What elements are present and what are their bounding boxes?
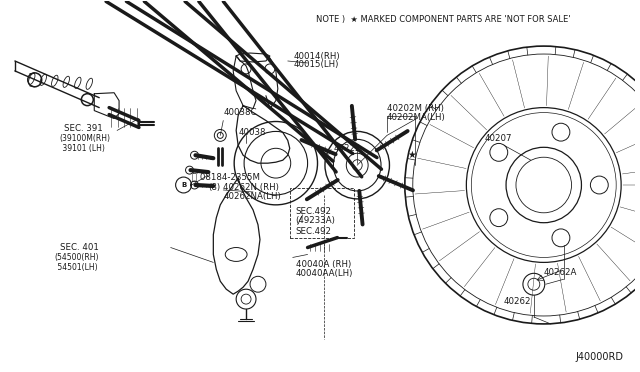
Text: 40262: 40262 (503, 296, 531, 306)
Text: 40038: 40038 (238, 128, 266, 137)
Text: (54500(RH): (54500(RH) (54, 253, 99, 262)
Text: 40040AA(LH): 40040AA(LH) (296, 269, 353, 278)
Bar (290, 188, 354, 238)
Text: 40015(LH): 40015(LH) (294, 60, 339, 70)
Text: NOTE )  ★ MARKED COMPONENT PARTS ARE 'NOT FOR SALE': NOTE ) ★ MARKED COMPONENT PARTS ARE 'NOT… (316, 15, 570, 24)
Text: 39101 (LH): 39101 (LH) (60, 144, 104, 153)
Text: 40207: 40207 (484, 134, 512, 143)
Text: 40014(RH): 40014(RH) (294, 51, 340, 61)
Text: 40038C: 40038C (223, 108, 257, 117)
Text: 40262N (RH): 40262N (RH) (223, 183, 279, 192)
Text: 40222: 40222 (333, 144, 361, 153)
Text: 54501(LH): 54501(LH) (54, 263, 97, 272)
Text: 40262NA(LH): 40262NA(LH) (223, 192, 281, 201)
Text: SEC. 391: SEC. 391 (65, 124, 103, 133)
Text: ★: ★ (408, 150, 416, 160)
Text: (39100M(RH): (39100M(RH) (60, 134, 111, 143)
Text: SEC. 401: SEC. 401 (60, 243, 99, 252)
Text: Ⓑ 08184-2355M: Ⓑ 08184-2355M (191, 173, 259, 182)
Text: 40202M (RH): 40202M (RH) (387, 104, 444, 113)
Text: B: B (181, 182, 186, 188)
Text: J40000RD: J40000RD (575, 352, 623, 362)
Text: SEC.492: SEC.492 (296, 207, 332, 216)
Text: 40202MA(LH): 40202MA(LH) (387, 113, 445, 122)
Circle shape (218, 132, 223, 138)
Text: (8): (8) (209, 183, 221, 192)
Text: 40262A: 40262A (544, 268, 577, 277)
Text: SEC.492: SEC.492 (296, 227, 332, 236)
Text: 40040A (RH): 40040A (RH) (296, 260, 351, 269)
Text: (49233A): (49233A) (296, 216, 335, 225)
